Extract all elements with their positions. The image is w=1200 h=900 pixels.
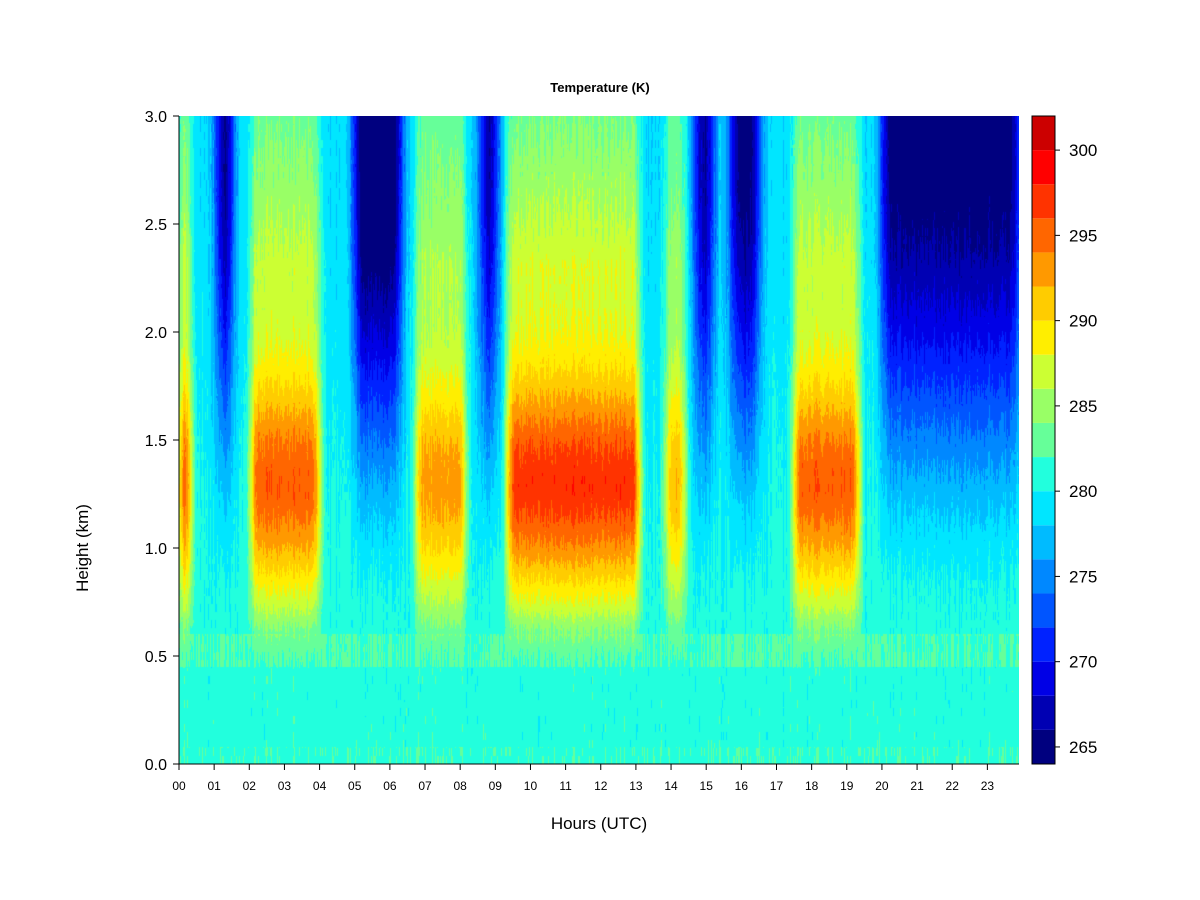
x-tick-label: 12 [594, 779, 608, 793]
temperature-heatmap [179, 116, 1019, 764]
x-tick-label: 09 [489, 779, 503, 793]
colorbar-tick-label: 295 [1069, 226, 1097, 245]
colorbar-segment [1032, 320, 1055, 355]
colorbar-segment [1032, 729, 1055, 764]
x-tick-label: 18 [805, 779, 819, 793]
x-tick-label: 17 [770, 779, 784, 793]
x-tick-label: 07 [418, 779, 432, 793]
x-tick-label: 00 [172, 779, 186, 793]
colorbar-segment [1032, 627, 1055, 662]
x-tick-label: 08 [453, 779, 467, 793]
x-axis-label: Hours (UTC) [551, 814, 647, 833]
colorbar-frame [1031, 115, 1056, 765]
x-tick-label: 10 [524, 779, 538, 793]
x-tick-label: 22 [946, 779, 960, 793]
x-tick-label: 21 [910, 779, 924, 793]
colorbar-tick-label: 285 [1069, 397, 1097, 416]
y-tick-label: 1.0 [145, 541, 167, 558]
x-tick-label: 15 [700, 779, 714, 793]
x-tick-label: 20 [875, 779, 889, 793]
x-tick-label: 19 [840, 779, 854, 793]
colorbar-segment [1032, 252, 1055, 287]
x-tick-label: 04 [313, 779, 327, 793]
colorbar-segment [1032, 218, 1055, 253]
colorbar-tick-label: 265 [1069, 738, 1097, 757]
colorbar-segment [1032, 593, 1055, 628]
colorbar-segment [1032, 116, 1055, 151]
colorbar-segment [1032, 286, 1055, 321]
colorbar-segment [1032, 661, 1055, 696]
y-tick-label: 0.0 [145, 757, 167, 774]
y-tick-label: 1.5 [145, 433, 167, 450]
chart-title: Temperature (K) [550, 80, 649, 95]
x-tick-label: 16 [735, 779, 749, 793]
colorbar-segment [1032, 422, 1055, 458]
colorbar-tick-label: 270 [1069, 653, 1097, 672]
colorbar-segment [1032, 457, 1055, 492]
x-tick-label: 03 [278, 779, 292, 793]
colorbar-segment [1032, 491, 1055, 526]
colorbar-segment [1032, 354, 1055, 389]
x-tick-label: 01 [207, 779, 221, 793]
colorbar-segment [1032, 559, 1055, 594]
y-axis-label: Height (km) [73, 504, 92, 592]
x-tick-label: 14 [664, 779, 678, 793]
y-tick-label: 3.0 [145, 109, 167, 126]
colorbar-tick-label: 300 [1069, 141, 1097, 160]
y-axis: 0.0 0.5 1.0 1.5 2.0 2.5 3.0 [145, 109, 180, 774]
y-tick-label: 0.5 [145, 649, 167, 666]
colorbar-segment [1032, 695, 1055, 730]
colorbar-segment [1032, 184, 1055, 219]
x-tick-label: 06 [383, 779, 397, 793]
x-tick-label: 05 [348, 779, 362, 793]
x-tick-label: 13 [629, 779, 643, 793]
x-axis: 00 01 02 03 04 05 06 07 08 09 10 11 12 13 14 15 16 17 18 19… [172, 763, 1019, 793]
y-tick-label: 2.0 [145, 325, 167, 342]
colorbar-tick-label: 290 [1069, 312, 1097, 331]
colorbar-segment [1032, 150, 1055, 185]
colorbar-segment [1032, 388, 1055, 423]
colorbar-segment [1032, 525, 1055, 560]
x-tick-label: 23 [981, 779, 995, 793]
colorbar-tick-label: 275 [1069, 567, 1097, 586]
heatmap-plot-area [179, 116, 1019, 764]
x-tick-label: 11 [559, 779, 572, 793]
x-tick-label: 02 [243, 779, 257, 793]
colorbar-tick-label: 280 [1069, 482, 1097, 501]
colorbar: 265 270 275 280 285 290 295 300 [1031, 115, 1097, 765]
y-tick-label: 2.5 [145, 217, 167, 234]
